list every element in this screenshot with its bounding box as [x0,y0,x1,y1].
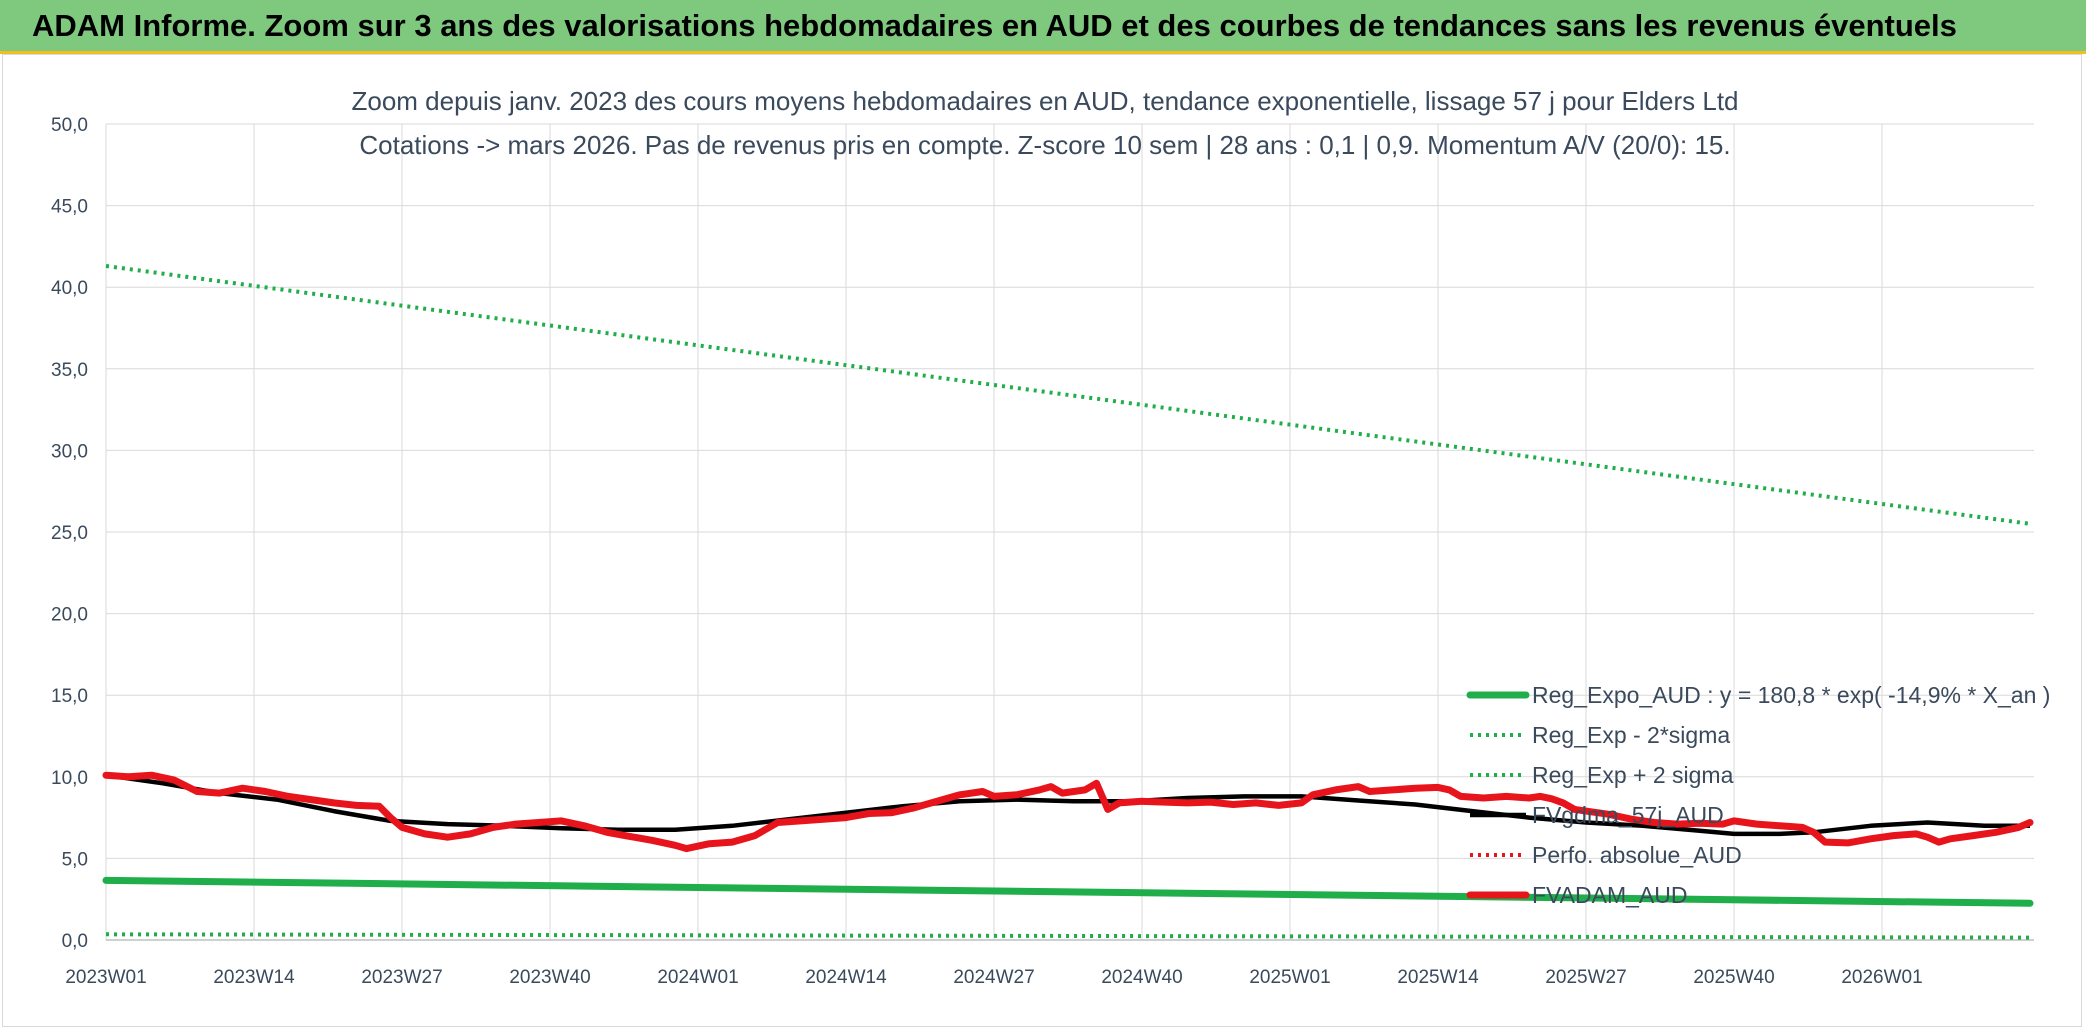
x-axis-ticks: 2023W01 2023W14 2023W27 2023W40 2024W01 2024W… [65,967,1922,988]
y-tick-label: 5,0 [62,849,88,870]
y-axis-ticks: 0,0 5,0 10,0 15,0 20,0 25,0 30,0 35,0 40,0 45,0 50… [51,115,88,952]
banner-title: ADAM Informe. Zoom sur 3 ans des valoris… [32,8,1957,43]
chart-series [102,264,2034,940]
legend-entry: Reg_Expo_AUD : y = 180,8 * exp( -14,9% *… [1532,682,2050,708]
y-tick-label: 35,0 [51,360,88,381]
y-tick-label: 45,0 [51,197,88,218]
x-tick-label: 2024W27 [953,967,1034,988]
y-tick-label: 10,0 [51,768,88,789]
y-tick-label: 30,0 [51,441,88,462]
x-tick-label: 2025W40 [1693,967,1774,988]
legend-entry: FVgdma_57j_AUD [1532,802,1724,828]
series-line [102,876,2034,907]
y-tick-label: 0,0 [62,931,88,952]
chart-grid [105,123,2034,941]
x-tick-label: 2023W01 [65,967,146,988]
x-tick-label: 2026W01 [1841,967,1922,988]
y-tick-label: 15,0 [51,686,88,707]
x-tick-label: 2024W40 [1101,967,1182,988]
legend-entry: Reg_Exp + 2 sigma [1532,762,1734,788]
y-tick-label: 25,0 [51,523,88,544]
header-banner: ADAM Informe. Zoom sur 3 ans des valoris… [0,0,2086,54]
legend-entry: Perfo. absolue_AUD [1532,842,1742,868]
series-line [105,932,2031,940]
x-tick-label: 2024W14 [805,967,887,988]
x-tick-label: 2024W01 [657,967,738,988]
x-tick-label: 2023W27 [361,967,442,988]
legend-entry: FVADAM_AUD [1532,882,1688,908]
x-tick-label: 2023W40 [509,967,590,988]
series-line [102,771,2034,853]
x-tick-label: 2025W01 [1249,967,1330,988]
y-tick-label: 50,0 [51,115,88,136]
x-tick-label: 2025W14 [1397,967,1479,988]
y-tick-label: 20,0 [51,605,88,626]
chart-frame [2,54,2082,1027]
x-tick-label: 2023W14 [213,967,295,988]
chart-title-line: Zoom depuis janv. 2023 des cours moyens … [351,86,1738,116]
y-tick-label: 40,0 [51,278,88,299]
chart-title: Zoom depuis janv. 2023 des cours moyens … [351,86,1738,160]
chart-title-line: Cotations -> mars 2026. Pas de revenus p… [359,130,1730,160]
x-tick-label: 2025W27 [1545,967,1626,988]
legend-entry: Reg_Exp - 2*sigma [1532,722,1730,748]
chart-legend: Reg_Expo_AUD : y = 180,8 * exp( -14,9% *… [1466,682,2050,908]
series-line [105,264,2031,526]
